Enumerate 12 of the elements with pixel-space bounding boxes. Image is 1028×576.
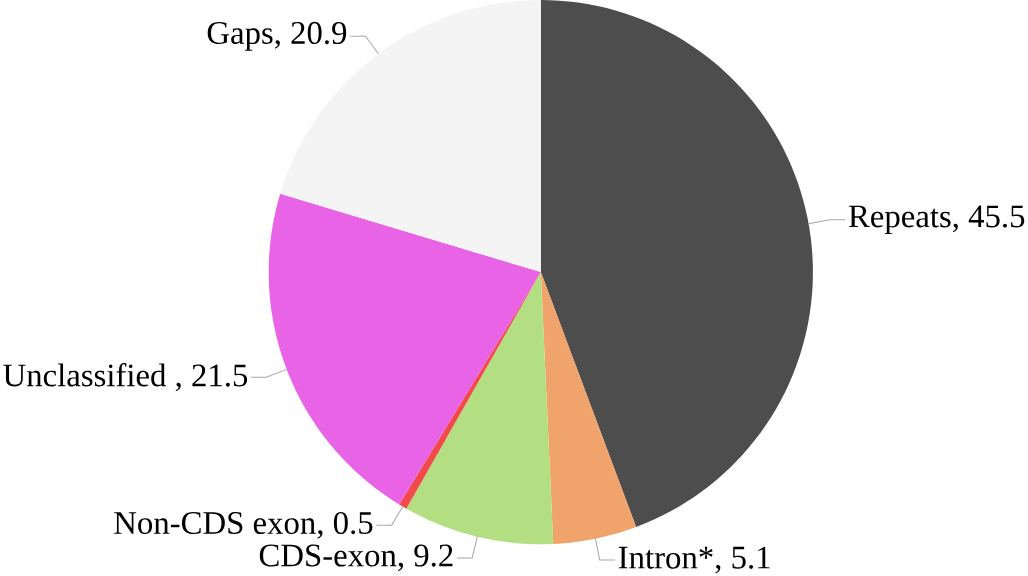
- data-label: , 21.5: [175, 364, 248, 392]
- slice-label: Intron*: [618, 546, 713, 569]
- slice-label: Non-CDS exon: [114, 512, 316, 535]
- slice-label: Unclassified: [3, 363, 167, 387]
- data-label: , 9.2: [398, 544, 453, 572]
- data-label: , 5.1: [715, 546, 770, 574]
- slice-label: CDS-exon: [259, 544, 397, 567]
- data-label: , 20.9: [274, 21, 347, 49]
- data-label: , 0.5: [317, 511, 373, 539]
- slice-label: Repeats: [848, 205, 951, 235]
- slice-label: Gaps: [207, 22, 273, 51]
- data-label: , 45.5: [952, 205, 1025, 233]
